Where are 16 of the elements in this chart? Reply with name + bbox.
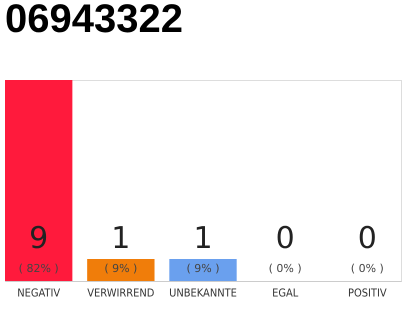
x-tick-label: NEGATIV	[17, 286, 60, 300]
x-tick-label: UNBEKANNTE	[169, 286, 237, 300]
data-label: ( 0% )	[350, 262, 384, 275]
annotation: 1	[193, 221, 213, 256]
data-label: ( 0% )	[268, 262, 302, 275]
x-tick-label: VERWIRREND	[87, 286, 155, 300]
data-label: ( 9% )	[104, 262, 138, 275]
annotation: 9	[29, 221, 48, 256]
x-tick-label: EGAL	[272, 286, 299, 300]
x-tick-label: POSITIV	[348, 286, 387, 300]
data-label: ( 82% )	[18, 262, 59, 275]
chart-title: 06943322	[5, 0, 183, 41]
annotation: 0	[358, 221, 377, 256]
data-label: ( 9% )	[186, 262, 220, 275]
annotation: 1	[111, 221, 130, 256]
annotation: 0	[276, 221, 295, 256]
